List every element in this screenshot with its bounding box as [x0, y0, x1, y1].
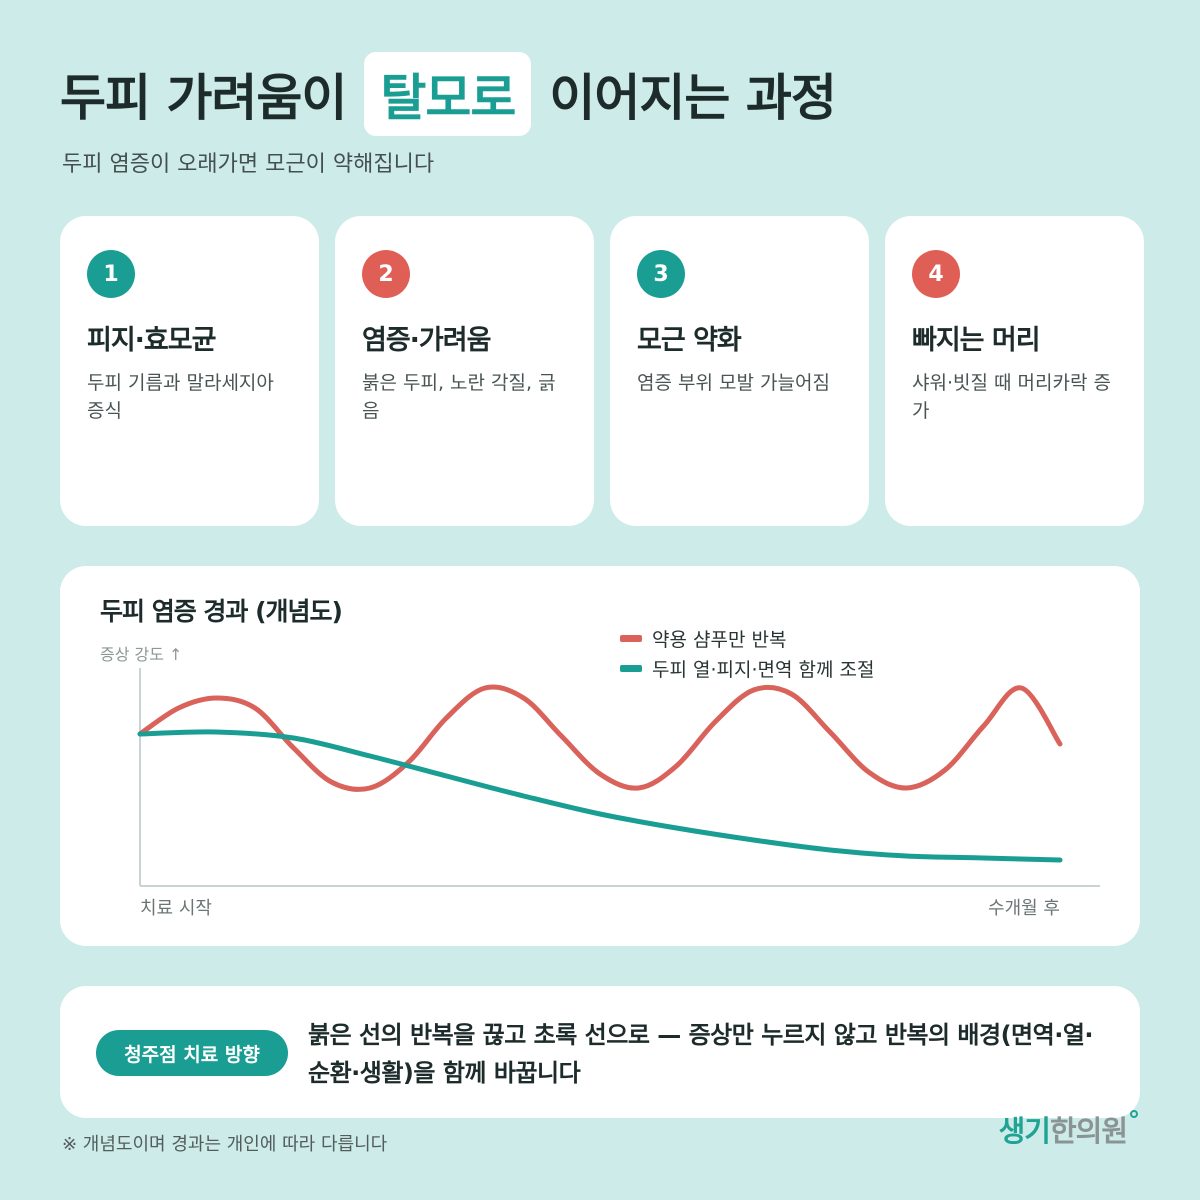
treatment-direction-badge: 청주점 치료 방향	[96, 1030, 288, 1076]
footnote: ※ 개념도이며 경과는 개인에 따라 다릅니다	[62, 1134, 388, 1155]
step-title: 피지·효모균	[87, 325, 216, 356]
step-number-badge: 3	[637, 250, 685, 298]
step-description: 두피 기름과 말라세지아 증식	[87, 372, 274, 422]
series-line-shampoo-only	[137, 684, 1063, 792]
treatment-callout: 청주점 치료 방향 붉은 선의 반복을 끊고 초록 선으로 — 증상만 누르지 …	[60, 986, 1140, 1118]
logo-text-part1: 생기	[998, 1114, 1051, 1148]
step-card-1: 1 피지·효모균 두피 기름과 말라세지아 증식	[60, 216, 319, 526]
legend-swatch-teal	[620, 664, 642, 672]
title-after: 이어지는 과정	[549, 69, 836, 127]
y-axis-label: 증상 강도 ↑	[100, 645, 182, 664]
title-highlight: 탈모로	[364, 52, 532, 136]
page-subtitle: 두피 염증이 오래가면 모근이 약해집니다	[62, 152, 435, 177]
step-title: 모근 약화	[637, 325, 742, 356]
series-line-combined-care	[137, 729, 1063, 863]
logo-text-part2: 한의원	[1049, 1114, 1128, 1148]
x-axis-start-label: 치료 시작	[140, 898, 212, 919]
step-number-badge: 1	[87, 250, 135, 298]
title-before: 두피 가려움이	[60, 69, 347, 127]
step-number-badge: 2	[362, 250, 410, 298]
clinic-logo: 생기 한의원	[999, 1108, 1138, 1150]
step-card-4: 4 빠지는 머리 샤워·빗질 때 머리카락 증가	[885, 216, 1144, 526]
chart-panel: 증상 강도 ↑ 치료 시작 수개월 후 두피 염증 경과 (개념도) 약용 샴푸…	[60, 566, 1140, 946]
line-chart: 증상 강도 ↑ 치료 시작 수개월 후	[100, 645, 1100, 919]
x-axis-end-label: 수개월 후	[988, 898, 1060, 919]
legend-label: 두피 열·피지·면역 함께 조절	[652, 658, 875, 681]
legend-item-red: 약용 샴푸만 반복	[620, 623, 874, 653]
step-title: 염증·가려움	[362, 325, 491, 356]
step-number-badge: 4	[912, 250, 960, 298]
treatment-message: 붉은 선의 반복을 끊고 초록 선으로 — 증상만 누르지 않고 반복의 배경(…	[308, 1021, 1094, 1087]
chart-legend: 약용 샴푸만 반복 두피 열·피지·면역 함께 조절	[620, 623, 874, 683]
step-card-2: 2 염증·가려움 붉은 두피, 노란 각질, 긁음	[335, 216, 594, 526]
page-title: 두피 가려움이 탈모로 이어지는 과정	[60, 52, 837, 136]
step-description: 샤워·빗질 때 머리카락 증가	[912, 372, 1111, 422]
legend-swatch-red	[620, 634, 642, 642]
logo-circle-mark	[1130, 1110, 1138, 1118]
step-description: 붉은 두피, 노란 각질, 긁음	[362, 372, 556, 422]
legend-item-teal: 두피 열·피지·면역 함께 조절	[620, 653, 874, 683]
step-title: 빠지는 머리	[912, 325, 1041, 356]
step-cards: 1 피지·효모균 두피 기름과 말라세지아 증식 2 염증·가려움 붉은 두피,…	[60, 216, 1144, 526]
step-description: 염증 부위 모발 가늘어짐	[637, 372, 830, 394]
step-card-3: 3 모근 약화 염증 부위 모발 가늘어짐	[610, 216, 869, 526]
legend-label: 약용 샴푸만 반복	[652, 628, 787, 651]
chart-title: 두피 염증 경과 (개념도)	[100, 597, 343, 626]
